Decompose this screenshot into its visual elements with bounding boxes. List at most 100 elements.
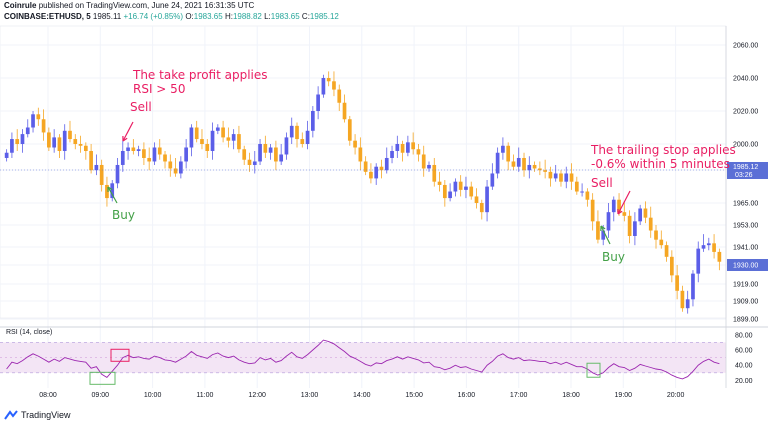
candle-body xyxy=(569,173,574,182)
candle-body xyxy=(52,137,57,148)
candle-body xyxy=(268,147,273,153)
sell-label-2: Sell xyxy=(591,176,613,190)
candle-body xyxy=(279,154,284,162)
candle-body xyxy=(633,221,637,236)
candle-body xyxy=(347,119,352,141)
price-axis-label: 1899.00 xyxy=(733,317,758,324)
x-tick-label: 08:00 xyxy=(39,392,57,399)
marker-price-label: 1930.00 xyxy=(733,263,758,270)
rsi-axis-label: 60.00 xyxy=(735,348,753,355)
candle-body xyxy=(210,130,215,151)
price-axis-label: 2040.00 xyxy=(733,76,758,83)
candle-body xyxy=(585,191,590,200)
candle-body xyxy=(596,221,600,240)
x-tick-label: 19:00 xyxy=(615,392,633,399)
candle-body xyxy=(416,149,421,155)
candle-body xyxy=(173,168,178,174)
candle-body xyxy=(142,149,146,158)
candle-body xyxy=(485,186,489,213)
candle-body xyxy=(691,273,695,300)
candle-body xyxy=(110,183,115,199)
price-change: +16.74 (+0.85%) xyxy=(123,12,184,21)
symbol-name: COINBASE:ETHUSD, 5 xyxy=(4,12,91,21)
candle-body xyxy=(15,139,20,144)
candle-body xyxy=(168,161,173,169)
open-label: O: xyxy=(185,12,194,21)
candle-body xyxy=(664,245,669,257)
candle-body xyxy=(237,134,241,150)
x-tick-label: 14:00 xyxy=(353,392,371,399)
candle-body xyxy=(706,243,711,246)
candle-body xyxy=(717,251,722,262)
candle-body xyxy=(458,181,463,190)
price-axis-label: 2060.00 xyxy=(733,43,758,50)
rsi-axis-label: 80.00 xyxy=(735,332,753,339)
rsi-buy-box xyxy=(89,371,116,385)
candle-body xyxy=(479,203,484,213)
candle-body xyxy=(495,152,500,174)
candle-body xyxy=(289,125,294,138)
footer-brand[interactable]: TradingView xyxy=(4,410,71,420)
candle-body xyxy=(601,230,606,240)
buy-arrow-1-head xyxy=(107,186,113,193)
candle-body xyxy=(580,191,584,193)
candle-body xyxy=(448,191,452,199)
close-value: 1985.12 xyxy=(309,12,339,21)
price-axis-label: 2000.00 xyxy=(733,142,758,149)
candle-body xyxy=(406,142,410,153)
candle-body xyxy=(205,144,210,151)
candle-body xyxy=(427,164,431,169)
candle-body xyxy=(284,137,289,155)
candle-body xyxy=(305,130,310,144)
price-axis-label: 1941.00 xyxy=(733,245,758,252)
candle-body xyxy=(78,144,83,146)
candle-body xyxy=(654,230,658,240)
candle-body xyxy=(179,161,183,174)
candle-body xyxy=(94,164,99,171)
candle-body xyxy=(274,147,278,162)
candle-body xyxy=(41,119,46,133)
candle-body xyxy=(511,161,516,167)
candle-body xyxy=(337,89,342,103)
buy-arrow-1 xyxy=(107,186,118,204)
candle-body xyxy=(559,173,563,182)
candle-body xyxy=(184,147,188,162)
trailing-stop-line-2: -0.6% within 5 minutes xyxy=(591,157,730,171)
price-axis-label: 1953.00 xyxy=(733,223,758,230)
candle-body xyxy=(685,299,690,309)
candle-body xyxy=(258,144,262,162)
candle-body xyxy=(643,208,648,218)
buy-label-2: Buy xyxy=(602,250,625,264)
candle-body xyxy=(25,127,30,135)
candle-body xyxy=(675,275,679,291)
x-tick-label: 11:00 xyxy=(196,392,213,399)
candle-body xyxy=(627,215,632,236)
candle-body xyxy=(363,161,368,172)
x-tick-label: 12:00 xyxy=(248,392,266,399)
symbol-line: COINBASE:ETHUSD, 5 1985.11 +16.74 (+0.85… xyxy=(4,12,339,21)
candle-body xyxy=(516,157,521,167)
candle-body xyxy=(4,152,9,158)
candle-body xyxy=(99,164,104,185)
candle-body xyxy=(553,173,558,179)
sell-arrow-2-head xyxy=(617,208,623,215)
x-tick-label: 10:00 xyxy=(144,392,162,399)
candle-body xyxy=(501,145,505,153)
candle-body xyxy=(68,130,72,140)
candle-body xyxy=(437,181,442,185)
buy-label-1: Buy xyxy=(112,208,135,222)
candle-body xyxy=(10,139,14,153)
candle-body xyxy=(115,164,120,184)
candle-body xyxy=(574,181,579,192)
candle-body xyxy=(105,184,109,199)
candle-body xyxy=(395,144,400,151)
x-tick-label: 17:00 xyxy=(510,392,528,399)
candle-body xyxy=(590,199,595,222)
candle-body xyxy=(696,248,701,274)
candle-body xyxy=(421,154,426,169)
candle-body xyxy=(89,150,93,171)
price-axis-label: 2020.00 xyxy=(733,109,758,116)
price-axis-label: 1919.00 xyxy=(733,282,758,289)
candle-body xyxy=(215,127,220,131)
candle-body xyxy=(538,168,542,171)
